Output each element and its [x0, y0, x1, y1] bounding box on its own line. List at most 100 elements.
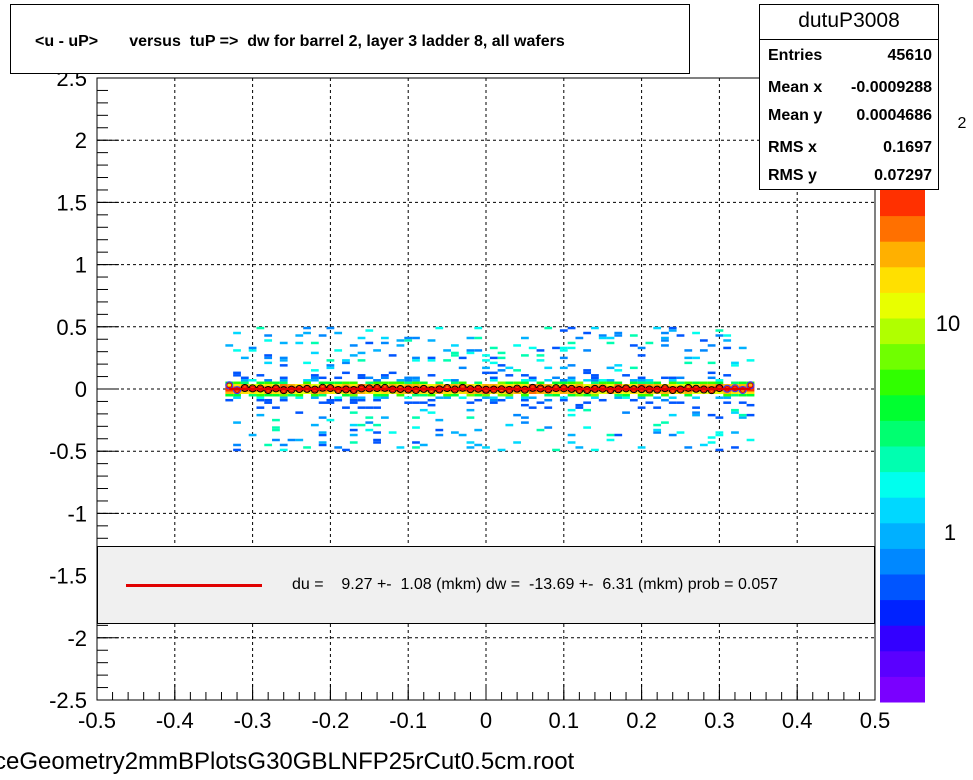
heatmap-cell: [746, 413, 755, 417]
heatmap-cell: [692, 331, 700, 335]
heatmap-cell: [310, 374, 319, 377]
heatmap-cell: [521, 421, 529, 424]
heatmap-cell: [334, 389, 343, 392]
heatmap-cell: [598, 334, 607, 337]
heatmap-cell: [746, 393, 755, 397]
heatmap-cell: [746, 403, 755, 407]
heatmap-cell: [497, 448, 506, 452]
heatmap-cell: [474, 391, 483, 394]
stats-label: Entries: [768, 47, 823, 64]
heatmap-cell: [318, 433, 327, 437]
heatmap-cell: [233, 443, 241, 447]
heatmap-cell: [622, 391, 630, 394]
heatmap-cell: [614, 389, 623, 392]
heatmap-cell: [559, 384, 568, 387]
heatmap-cell: [256, 381, 265, 385]
heatmap-cell: [614, 331, 623, 335]
heatmap-cell: [552, 386, 560, 389]
stats-separator: [760, 39, 938, 40]
heatmap-cell: [723, 339, 732, 342]
heatmap-cell: [559, 386, 568, 389]
heatmap-cell: [388, 431, 397, 434]
heatmap-cell: [645, 393, 654, 397]
heatmap-cell: [412, 381, 420, 385]
profile-point-fit: [584, 387, 590, 393]
heatmap-cell: [256, 386, 265, 389]
profile-point-fit: [459, 385, 466, 391]
heatmap-cell: [489, 356, 498, 360]
heatmap-cell: [466, 401, 475, 404]
z-tick-label: 10: [936, 311, 960, 336]
heatmap-cell: [435, 433, 444, 437]
heatmap-cell: [295, 386, 304, 389]
heatmap-cell: [715, 448, 724, 452]
heatmap-cell: [380, 376, 389, 380]
heatmap-cell: [614, 334, 623, 337]
heatmap-cell: [645, 386, 654, 389]
heatmap-cell: [272, 386, 280, 389]
heatmap-cell: [474, 386, 483, 389]
profile-point-fit: [280, 387, 287, 393]
heatmap-cell: [738, 393, 747, 397]
heatmap-cell: [544, 366, 553, 370]
y-tick-label: 1: [75, 253, 87, 278]
heatmap-cell: [295, 389, 304, 392]
heatmap-cell: [637, 354, 646, 357]
heatmap-cell: [404, 339, 413, 342]
heatmap-cell: [264, 356, 273, 360]
heatmap-cell: [412, 356, 420, 360]
heatmap-cell: [606, 341, 615, 345]
heatmap-cell: [513, 413, 522, 417]
heatmap-cell: [482, 446, 490, 449]
heatmap-cell: [583, 369, 592, 372]
heatmap-cell: [505, 423, 514, 427]
heatmap-cell: [661, 398, 669, 402]
heatmap-cell: [482, 393, 490, 397]
heatmap-cell: [536, 389, 545, 392]
profile-point-fit: [335, 387, 341, 393]
profile-point-fit: [747, 382, 754, 389]
heatmap-cell: [622, 374, 630, 377]
heatmap-cell: [676, 384, 685, 387]
stats-row-mean-y: Mean y 0.0004686: [768, 107, 932, 129]
heatmap-cell: [334, 398, 343, 402]
heatmap-cell: [505, 389, 514, 392]
color-scale-segment: [880, 266, 925, 293]
heatmap-cell: [287, 384, 296, 387]
heatmap-cell: [536, 381, 545, 385]
heatmap-cell: [443, 386, 451, 389]
heatmap-cell: [521, 403, 529, 407]
heatmap-cell: [684, 356, 693, 360]
color-scale-segment: [880, 676, 925, 703]
heatmap-cell: [458, 396, 467, 399]
heatmap-cell: [303, 446, 311, 449]
heatmap-cell: [342, 381, 350, 385]
heatmap-cell: [707, 436, 716, 439]
heatmap-cell: [326, 398, 335, 402]
heatmap-cell: [521, 391, 529, 394]
heatmap-cell: [233, 349, 241, 352]
heatmap-cell: [653, 431, 662, 434]
y-tick-label: 0.5: [56, 315, 87, 340]
heatmap-cell: [256, 398, 265, 402]
heatmap-cell: [412, 379, 420, 382]
heatmap-cell: [505, 393, 514, 397]
heatmap-cell: [668, 329, 677, 332]
heatmap-cell: [349, 428, 358, 432]
heatmap-cell: [614, 364, 623, 367]
x-tick-label: -0.2: [311, 708, 349, 733]
heatmap-cell: [606, 381, 615, 385]
heatmap-cell: [349, 396, 358, 399]
heatmap-cell: [668, 381, 677, 385]
heatmap-cell: [482, 396, 490, 399]
heatmap-cell: [443, 379, 451, 382]
footer-filename: ceGeometry2mmBPlotsG30GBLNFP25rCut0.5cm.…: [0, 748, 575, 775]
heatmap-cell: [349, 398, 358, 402]
heatmap-cell: [427, 411, 436, 414]
heatmap-cell: [528, 391, 537, 394]
x-tick-label: -0.5: [78, 708, 116, 733]
heatmap-cell: [342, 384, 350, 387]
heatmap-cell: [373, 391, 381, 394]
heatmap-cell: [731, 381, 739, 385]
fit-legend-line: [126, 584, 262, 587]
